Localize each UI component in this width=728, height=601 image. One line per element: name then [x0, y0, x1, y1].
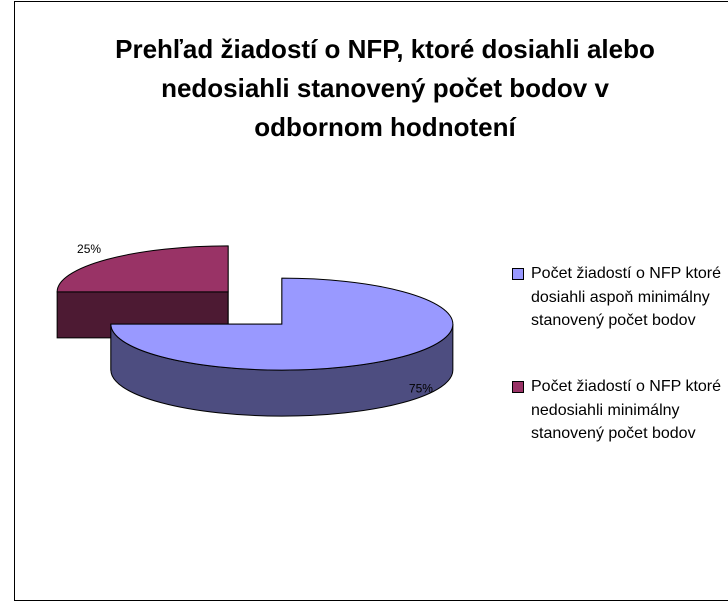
legend-item: Počet žiadostí o NFP ktoré nedosiahli mi…: [512, 375, 728, 446]
legend-item: Počet žiadostí o NFP ktoré dosiahli aspo…: [512, 262, 728, 333]
data-label: 75%: [409, 382, 433, 396]
legend-swatch: [512, 268, 524, 280]
legend-label: Počet žiadostí o NFP ktoré dosiahli aspo…: [531, 265, 722, 329]
data-label: 25%: [77, 242, 101, 256]
pie-top: [110, 277, 454, 371]
pie-slice: [110, 277, 454, 417]
legend-swatch: [512, 381, 524, 393]
pie-top: [56, 245, 229, 293]
chart-title: Prehľad žiadostí o NFP, ktoré dosiahli a…: [115, 34, 655, 142]
legend-label: Počet žiadostí o NFP ktoré nedosiahli mi…: [531, 378, 722, 442]
